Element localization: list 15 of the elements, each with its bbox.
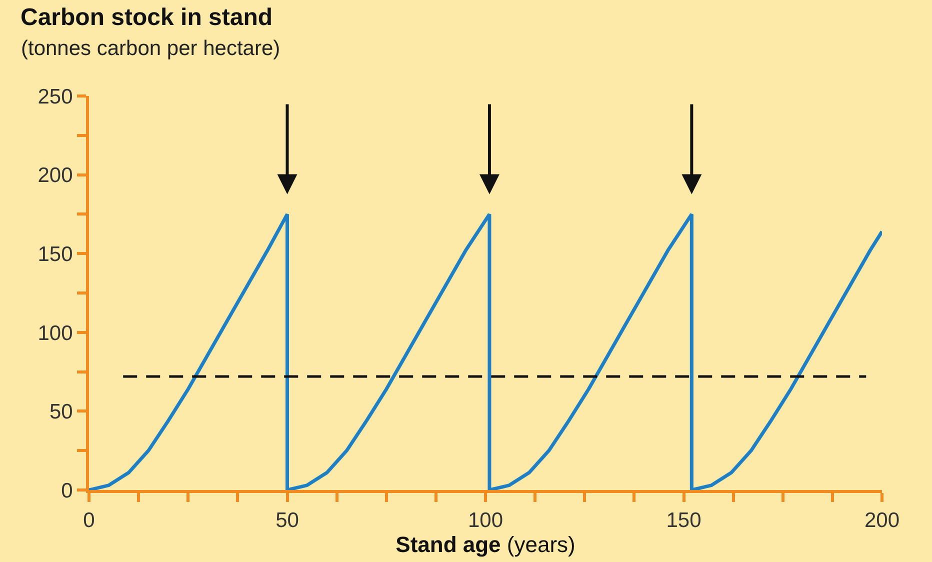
y-tick-label: 150 [38, 242, 73, 266]
y-tick-label: 200 [38, 164, 73, 188]
y-tick-label: 100 [38, 322, 73, 345]
x-tick-label: 150 [666, 509, 702, 532]
y-tick-label: 0 [61, 479, 73, 502]
x-tick-label: 100 [468, 509, 504, 532]
line-series [89, 212, 882, 490]
x-axis-title: Stand age (years) [396, 532, 576, 558]
y-tick-label: 50 [49, 400, 73, 424]
x-tick-label: 0 [83, 509, 95, 532]
x-tick-label: 50 [276, 509, 299, 532]
x-tick-label: 200 [864, 509, 900, 532]
chart-subtitle: (tonnes carbon per hectare) [21, 37, 280, 60]
y-tick-label: 250 [38, 85, 73, 108]
chart-title: Carbon stock in stand [20, 4, 273, 32]
